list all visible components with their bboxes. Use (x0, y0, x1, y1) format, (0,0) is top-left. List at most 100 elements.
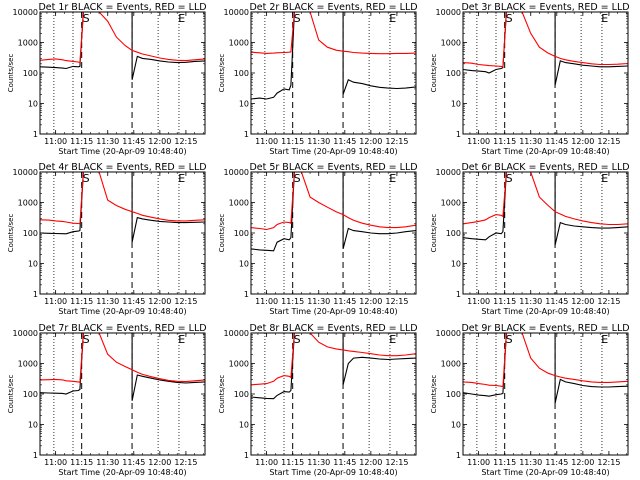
marker-s: S (506, 172, 513, 185)
x-axis-label: Start Time (20-Apr-09 10:48:40) (58, 147, 186, 156)
x-axis-label: Start Time (20-Apr-09 10:48:40) (58, 307, 186, 316)
series-line-events (251, 172, 416, 252)
y-tick-label: 1000 (229, 199, 249, 208)
x-tick-label: 12:00 (148, 297, 171, 306)
x-tick-label: 12:00 (571, 137, 594, 146)
x-tick-label: 12:15 (174, 297, 197, 306)
series-line-lld (251, 12, 416, 55)
marker-e: E (178, 172, 185, 185)
marker-s: S (83, 12, 90, 25)
plot-frame (39, 171, 206, 295)
plot-frame (462, 11, 629, 135)
y-tick-label: 100 (23, 390, 38, 399)
y-tick-label: 10000 (13, 8, 38, 17)
y-tick-label: 1 (244, 290, 249, 299)
x-tick-label: 11:00 (467, 137, 490, 146)
series-line-events (251, 12, 416, 100)
panel-title: Det 5r BLACK = Events, RED = LLD (249, 162, 417, 173)
x-tick-label: 11:15 (493, 137, 516, 146)
x-tick-label: 12:15 (385, 137, 408, 146)
panel-title: Det 1r BLACK = Events, RED = LLD (38, 2, 206, 13)
marker-s: S (83, 333, 90, 346)
x-tick-label: 11:15 (70, 458, 93, 467)
x-axis-label: Start Time (20-Apr-09 10:48:40) (58, 468, 186, 477)
y-tick-label: 10000 (436, 168, 461, 177)
y-tick-label: 10000 (436, 8, 461, 17)
y-tick-label: 100 (234, 390, 249, 399)
y-axis-label: Counts/sec (430, 54, 438, 93)
x-tick-label: 11:00 (255, 137, 278, 146)
x-tick-label: 11:15 (70, 297, 93, 306)
x-tick-label: 12:15 (597, 297, 620, 306)
series-line-events (251, 333, 416, 400)
x-tick-label: 11:30 (519, 297, 542, 306)
y-tick-label: 1000 (229, 360, 249, 369)
y-tick-label: 1000 (18, 39, 38, 48)
plot-frame (462, 171, 629, 295)
x-tick-label: 11:45 (122, 297, 145, 306)
x-tick-label: 11:30 (307, 458, 330, 467)
x-tick-label: 11:30 (96, 137, 119, 146)
y-tick-label: 1 (244, 451, 249, 460)
x-tick-label: 11:15 (281, 458, 304, 467)
y-tick-label: 100 (446, 229, 461, 238)
marker-e: E (601, 12, 608, 25)
y-axis-label: Counts/sec (430, 214, 438, 253)
x-tick-label: 12:15 (597, 137, 620, 146)
series-line-events (463, 12, 628, 86)
x-tick-label: 11:45 (333, 297, 356, 306)
detector-panel-3: Det 3r BLACK = Events, RED = LLD 1 10 100 10… (430, 2, 630, 156)
marker-e: E (601, 172, 608, 185)
marker-e: E (178, 333, 185, 346)
x-tick-label: 11:30 (307, 137, 330, 146)
y-tick-label: 1000 (441, 199, 461, 208)
series-line-lld (463, 12, 628, 68)
x-tick-label: 11:00 (255, 458, 278, 467)
y-tick-label: 100 (446, 69, 461, 78)
y-tick-label: 10 (239, 421, 249, 430)
x-tick-label: 11:00 (467, 297, 490, 306)
x-tick-label: 12:00 (359, 458, 382, 467)
y-tick-label: 1 (33, 290, 38, 299)
y-tick-label: 1000 (18, 360, 38, 369)
x-tick-label: 11:15 (70, 137, 93, 146)
detector-panel-8: Det 8r BLACK = Events, RED = LLD 1 10 100 10… (218, 323, 418, 477)
x-tick-label: 12:15 (174, 458, 197, 467)
detector-panel-5: Det 5r BLACK = Events, RED = LLD 1 10 100 10… (218, 162, 418, 316)
y-axis-label: Counts/sec (218, 54, 226, 93)
y-tick-label: 1000 (441, 39, 461, 48)
series-line-lld (40, 12, 205, 64)
panel-title: Det 8r BLACK = Events, RED = LLD (249, 323, 417, 334)
x-tick-label: 12:15 (597, 458, 620, 467)
x-tick-label: 12:00 (148, 458, 171, 467)
y-tick-label: 10000 (436, 329, 461, 338)
y-tick-label: 10000 (224, 8, 249, 17)
plot-frame (250, 11, 417, 135)
series-line-lld (251, 333, 416, 386)
marker-s: S (83, 172, 90, 185)
x-tick-label: 11:30 (96, 458, 119, 467)
x-tick-label: 11:15 (493, 297, 516, 306)
x-tick-label: 11:45 (545, 297, 568, 306)
y-tick-label: 1 (33, 130, 38, 139)
marker-s: S (506, 333, 513, 346)
detector-panel-2: Det 2r BLACK = Events, RED = LLD 1 10 100 10… (218, 2, 418, 156)
series-line-lld (463, 172, 628, 226)
y-tick-label: 1 (456, 130, 461, 139)
marker-e: E (601, 333, 608, 346)
marker-s: S (294, 333, 301, 346)
x-tick-label: 12:15 (385, 458, 408, 467)
detector-panel-4: Det 4r BLACK = Events, RED = LLD 1 10 100 10… (7, 162, 207, 316)
y-tick-label: 100 (234, 69, 249, 78)
x-tick-label: 11:30 (307, 297, 330, 306)
y-tick-label: 100 (23, 69, 38, 78)
y-tick-label: 10000 (13, 329, 38, 338)
y-tick-label: 10000 (224, 329, 249, 338)
y-axis-label: Counts/sec (218, 214, 226, 253)
plot-frame (462, 332, 629, 456)
panel-title: Det 6r BLACK = Events, RED = LLD (461, 162, 629, 173)
series-line-events (40, 333, 205, 401)
y-tick-label: 10 (28, 260, 38, 269)
y-tick-label: 10 (28, 100, 38, 109)
